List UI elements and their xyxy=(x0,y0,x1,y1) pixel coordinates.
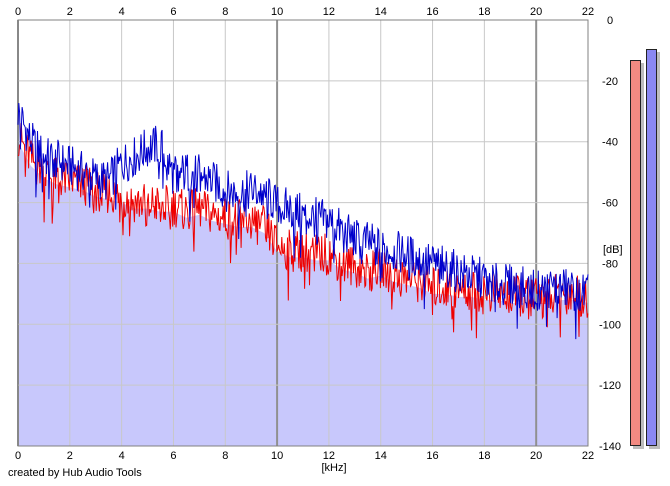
x-tick-label-top: 2 xyxy=(67,6,73,18)
grid xyxy=(17,19,589,447)
x-tick-label-bottom: 10 xyxy=(271,450,283,462)
x-tick-label-bottom: 18 xyxy=(478,450,490,462)
left-channel-level-meter xyxy=(630,60,641,446)
credit-text: created by Hub Audio Tools xyxy=(8,467,142,479)
series-line-red xyxy=(17,122,589,339)
x-axis-label: [kHz] xyxy=(321,462,346,474)
y-tick-label: -120 xyxy=(599,380,621,392)
series-lines xyxy=(17,102,589,340)
y-tick-label: -40 xyxy=(602,137,618,149)
x-tick-label-top: 22 xyxy=(582,6,594,18)
y-tick-label: -80 xyxy=(602,258,618,270)
x-tick-label-top: 4 xyxy=(119,6,125,18)
x-tick-label-bottom: 22 xyxy=(582,450,594,462)
x-tick-label-bottom: 2 xyxy=(67,450,73,462)
y-tick-label: 0 xyxy=(607,15,613,27)
x-tick-label-top: 10 xyxy=(271,6,283,18)
x-tick-label-top: 16 xyxy=(426,6,438,18)
y-tick-label: -100 xyxy=(599,319,621,331)
y-tick-label: -60 xyxy=(602,198,618,210)
plot-border xyxy=(17,19,589,447)
x-tick-label-bottom: 8 xyxy=(222,450,228,462)
x-tick-label-top: 14 xyxy=(375,6,387,18)
series-line-blue xyxy=(17,102,589,340)
y-axis-label: [dB] xyxy=(603,244,623,256)
x-tick-label-top: 6 xyxy=(170,6,176,18)
x-tick-label-bottom: 0 xyxy=(15,450,21,462)
x-tick-label-bottom: 12 xyxy=(323,450,335,462)
x-tick-label-top: 12 xyxy=(323,6,335,18)
x-tick-label-top: 20 xyxy=(530,6,542,18)
x-tick-label-bottom: 14 xyxy=(375,450,387,462)
x-tick-label-top: 0 xyxy=(15,6,21,18)
x-tick-label-top: 18 xyxy=(478,6,490,18)
x-tick-label-bottom: 6 xyxy=(170,450,176,462)
x-tick-label-bottom: 4 xyxy=(119,450,125,462)
y-tick-label: -140 xyxy=(599,441,621,453)
x-tick-label-bottom: 16 xyxy=(426,450,438,462)
right-channel-level-meter xyxy=(646,49,657,446)
x-tick-label-top: 8 xyxy=(222,6,228,18)
x-tick-label-bottom: 20 xyxy=(530,450,542,462)
y-tick-label: -20 xyxy=(602,76,618,88)
y-axis-ticks: 0 -20 -40 -60 -80 -100 -120 -140 xyxy=(599,15,621,453)
